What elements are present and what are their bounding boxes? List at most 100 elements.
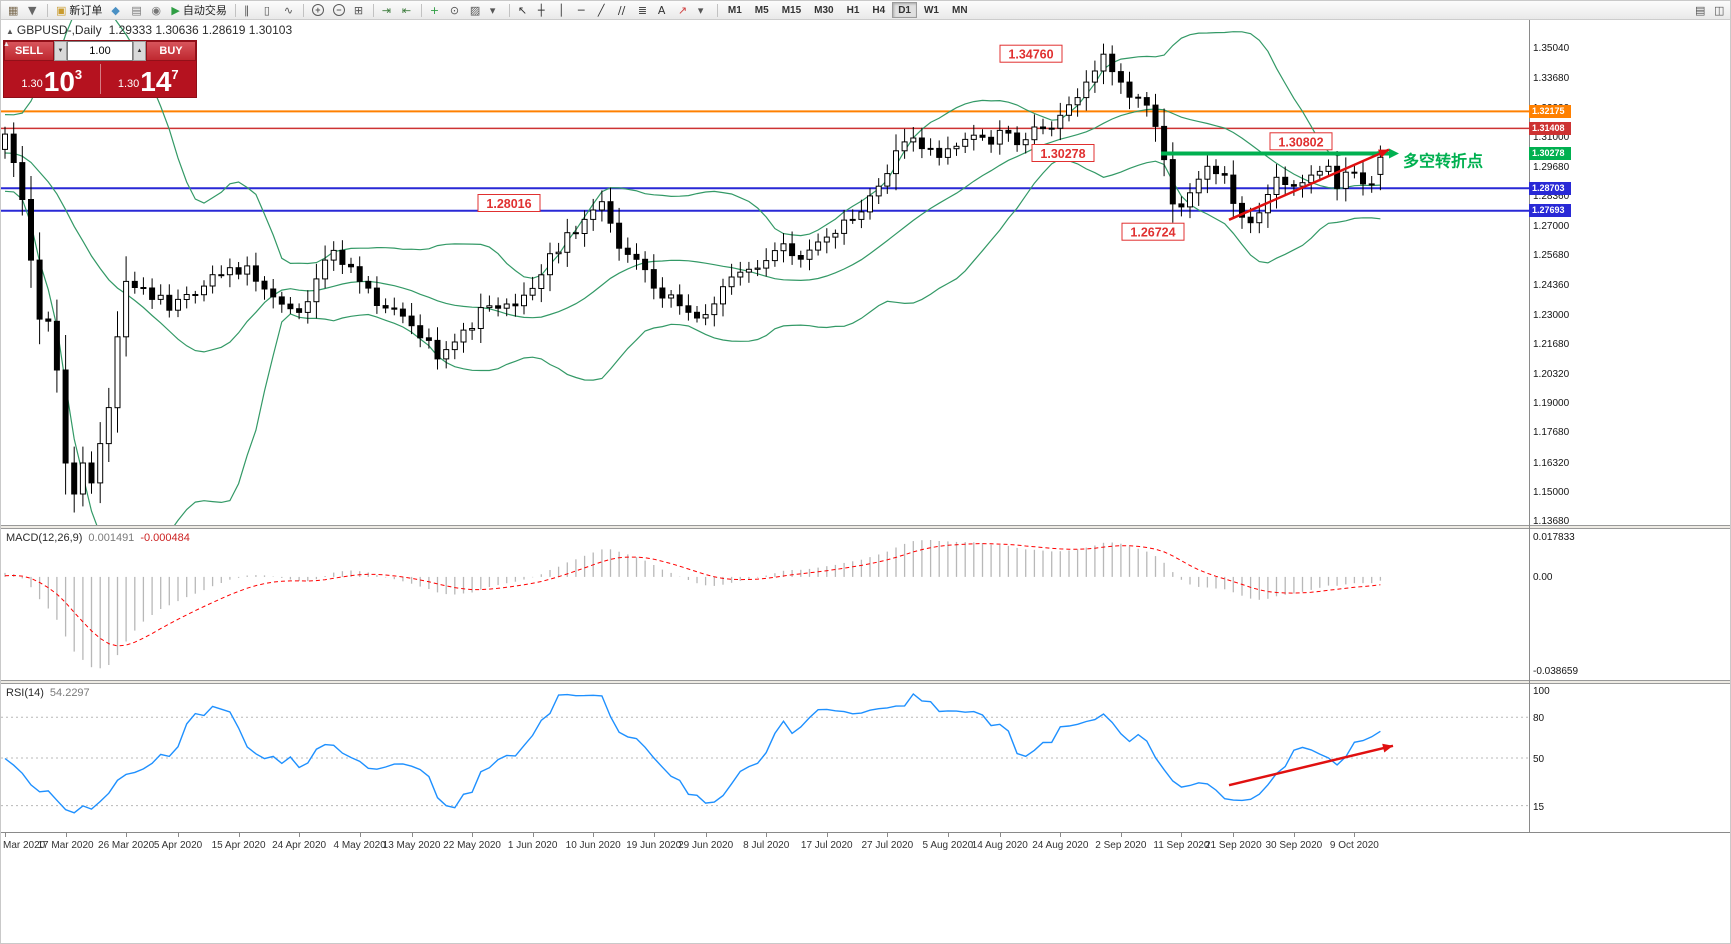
horizontal-line-button[interactable]: ─ <box>574 2 593 19</box>
price-callouts[interactable]: 1.34760 1.30802 1.30278 1.28016 1.26724 <box>477 44 1333 241</box>
main-price-chart[interactable]: 1.34760 1.30802 1.30278 1.28016 1.26724 多空转折点 <box>1 20 1529 525</box>
turning-point-note[interactable]: 多空转折点 <box>1403 152 1483 171</box>
date-label: 13 May 2020 <box>382 840 441 851</box>
date-tick <box>947 833 949 837</box>
horizontal-lines-layer[interactable] <box>1 110 1529 212</box>
line-chart-button[interactable]: ∿ <box>280 2 299 19</box>
axis-label: 1.27000 <box>1533 221 1570 233</box>
date-tick <box>65 833 67 837</box>
autotrading-button[interactable]: ▶ 自动交易 <box>167 2 230 19</box>
print-icon: ▤ <box>1695 4 1706 17</box>
trend-arrow[interactable] <box>1228 148 1390 221</box>
date-label: 9 Oct 2020 <box>1329 840 1379 851</box>
rsi-trend-arrow[interactable] <box>1228 743 1394 787</box>
new-chart-button[interactable]: ▦ <box>4 2 23 19</box>
turning-point-line[interactable] <box>1161 148 1399 159</box>
rsi-pane[interactable] <box>1 684 1529 832</box>
date-label: 1 Jun 2020 <box>507 840 558 851</box>
data-window-button[interactable]: ◉ <box>147 2 166 19</box>
date-tick <box>359 833 361 837</box>
timeframe-w1-button[interactable]: W1 <box>918 2 945 18</box>
date-tick <box>766 833 768 837</box>
templates-button[interactable]: ▨ <box>466 2 485 19</box>
timeframe-m30-button[interactable]: M30 <box>808 2 839 18</box>
print-preview-button[interactable]: ◫ <box>1710 2 1729 19</box>
price-tag: 1.32175 <box>1529 104 1571 118</box>
svg-text:1.30802: 1.30802 <box>1278 135 1323 149</box>
templates-dropdown-button[interactable]: ▾ <box>486 2 505 19</box>
timeframe-m15-button[interactable]: M15 <box>776 2 807 18</box>
candlestick-chart-icon: ▯ <box>263 3 270 17</box>
volume-increase-button[interactable]: ▲ <box>133 41 146 61</box>
one-click-collapse-icon[interactable]: ▲ <box>3 41 10 48</box>
chart-shift-icon: ⇤ <box>401 3 412 17</box>
rsi-line <box>4 692 1381 814</box>
arrows-button[interactable]: ↗ <box>674 2 693 19</box>
symbol-marker-icon: ▲ <box>6 27 14 36</box>
vertical-line-button[interactable]: │ <box>554 2 573 19</box>
price-tag: 1.30278 <box>1529 146 1571 160</box>
timeframe-mn-button[interactable]: MN <box>946 2 974 18</box>
metaeditor-button[interactable]: ◆ <box>107 2 126 19</box>
timeframe-h4-button[interactable]: H4 <box>866 2 891 18</box>
date-label: 26 Mar 2020 <box>98 840 155 851</box>
sell-button[interactable]: SELL <box>4 41 54 61</box>
timeframe-m1-button[interactable]: M1 <box>722 2 748 18</box>
volume-decrease-button[interactable]: ▼ <box>54 41 67 61</box>
axis-label: 1.24360 <box>1533 279 1570 291</box>
periods-button[interactable]: ⊙ <box>446 2 465 19</box>
chart-shift-button[interactable]: ⇤ <box>398 2 417 19</box>
axis-label: 1.25680 <box>1533 250 1570 262</box>
new-order-icon: ▣ <box>56 3 67 17</box>
cursor-icon: ↖ <box>517 3 528 17</box>
pane-divider[interactable] <box>1 680 1730 684</box>
date-tick <box>1120 833 1122 837</box>
print-button[interactable]: ▤ <box>1691 2 1710 19</box>
symbol-title: GBPUSD-,Daily <box>16 23 102 37</box>
volume-input[interactable] <box>67 41 133 61</box>
fibonacci-button[interactable]: ≣ <box>634 2 653 19</box>
zoom-out-button[interactable]: − <box>329 2 349 19</box>
crosshair-button[interactable]: ┼ <box>534 2 553 19</box>
date-tick <box>1293 833 1295 837</box>
line-chart-icon: ∿ <box>283 3 294 17</box>
indicators-add-icon: + <box>429 3 440 17</box>
svg-text:1.26724: 1.26724 <box>1130 226 1175 240</box>
equidistant-channel-button[interactable]: ∕∕ <box>614 2 633 19</box>
axis-label: 1.21680 <box>1533 338 1570 350</box>
timeframe-d1-button[interactable]: D1 <box>892 2 917 18</box>
date-tick <box>593 833 595 837</box>
tile-windows-button[interactable]: ⊞ <box>350 2 369 19</box>
zoom-out-icon: − <box>332 4 345 16</box>
sell-price[interactable]: 1.30 10 3 <box>4 61 100 97</box>
buy-price[interactable]: 1.30 14 7 <box>101 61 197 97</box>
vertical-line-icon: │ <box>557 3 565 17</box>
timeframe-m5-button[interactable]: M5 <box>749 2 775 18</box>
pane-divider[interactable] <box>1 525 1730 529</box>
text-button[interactable]: A <box>654 2 673 19</box>
macd-pane[interactable] <box>1 529 1529 680</box>
date-label: 10 Jun 2020 <box>565 840 621 851</box>
shapes-dropdown-button[interactable]: ▾ <box>694 2 713 19</box>
cursor-button[interactable]: ↖ <box>514 2 533 19</box>
date-tick <box>1181 833 1183 837</box>
buy-button[interactable]: BUY <box>146 41 196 61</box>
date-tick <box>999 833 1001 837</box>
toolbar-separator <box>372 3 374 17</box>
auto-scroll-button[interactable]: ⇥ <box>378 2 397 19</box>
axis-label: 1.20320 <box>1533 368 1570 380</box>
price-axis-border <box>1529 20 1530 833</box>
timeframe-h1-button[interactable]: H1 <box>841 2 866 18</box>
candlestick-chart-button[interactable]: ▯ <box>260 2 279 19</box>
new-order-button[interactable]: ▣ 新订单 <box>52 2 106 19</box>
market-watch-button[interactable]: ▤ <box>127 2 146 19</box>
price-tag: 1.28703 <box>1529 181 1571 195</box>
date-axis[interactable]: Mar 2020 17 Mar 2020 26 Mar 2020 5 Apr 2020… <box>1 832 1730 858</box>
zoom-in-button[interactable]: + <box>308 2 328 19</box>
profiles-button[interactable]: ▼ <box>24 2 43 19</box>
trendline-button[interactable]: ╱ <box>594 2 613 19</box>
indicators-add-button[interactable]: + <box>426 2 445 19</box>
date-tick <box>126 833 128 837</box>
bar-chart-button[interactable]: ∥ <box>240 2 259 19</box>
